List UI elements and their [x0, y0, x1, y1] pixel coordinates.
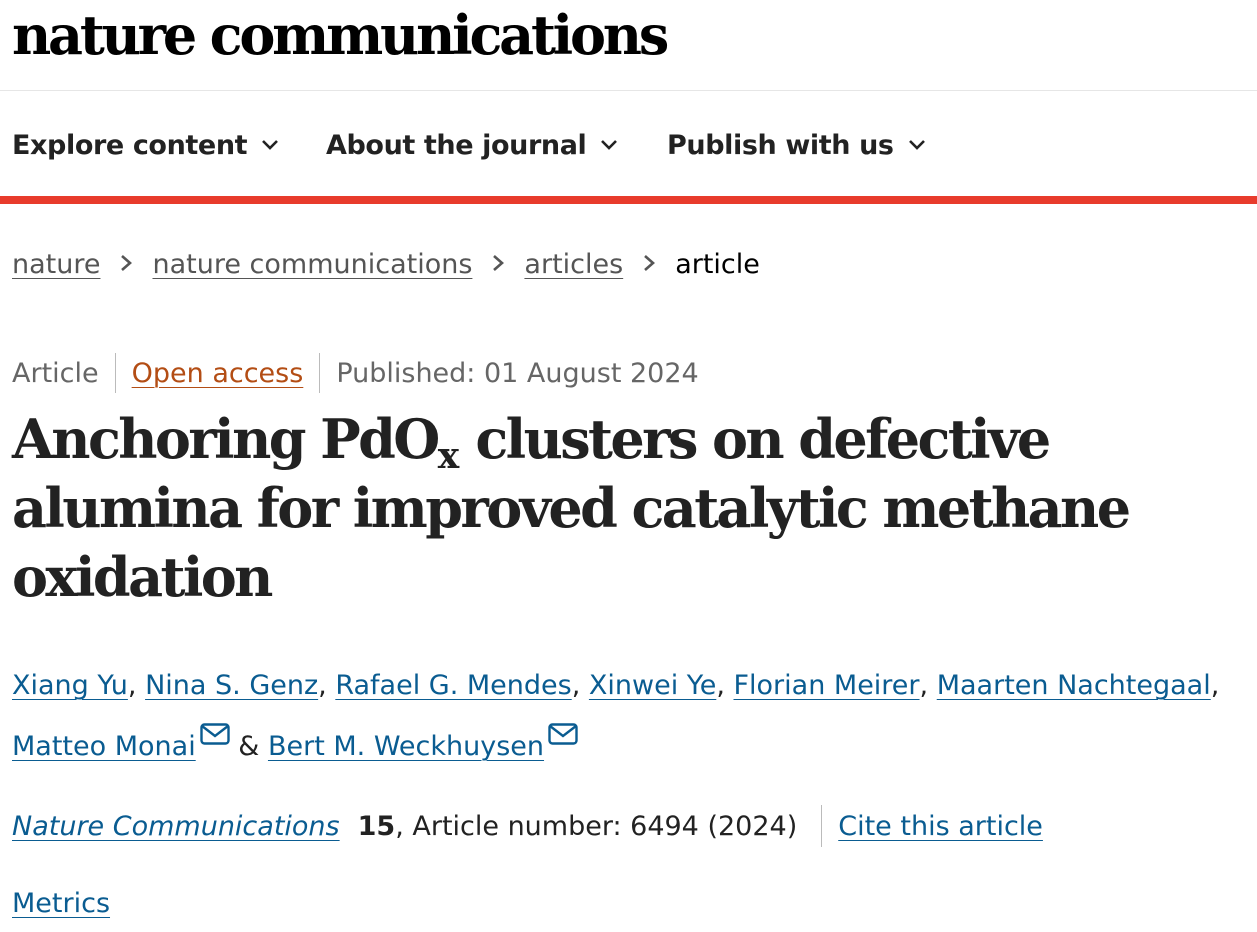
open-access-link[interactable]: Open access [131, 357, 304, 389]
published-date: Published: 01 August 2024 [336, 357, 699, 389]
article-type: Article [12, 357, 99, 389]
volume-number: 15 [357, 810, 396, 842]
meta-divider [114, 353, 116, 393]
chevron-down-icon [601, 140, 618, 150]
meta-divider [319, 353, 321, 393]
citation-divider [821, 805, 823, 847]
author-separator: , [919, 670, 929, 701]
breadcrumb: nature nature communications articles ar… [12, 244, 760, 284]
journal-logo[interactable]: nature communications [12, 3, 669, 67]
nav-explore-content[interactable]: Explore content [12, 125, 279, 165]
author-link[interactable]: Nina S. Genz [145, 670, 319, 701]
breadcrumb-articles[interactable]: articles [524, 248, 624, 280]
nav-label: Publish with us [667, 129, 894, 161]
author-separator: , [318, 670, 327, 701]
author-link[interactable]: Rafael G. Mendes [335, 670, 572, 701]
author-list: Xiang Yu, Nina S. Genz, Rafael G. Mendes… [12, 655, 1232, 777]
author-separator: , [127, 670, 137, 701]
breadcrumb-nature-communications[interactable]: nature communications [152, 248, 473, 280]
author-separator: , [571, 670, 581, 701]
chevron-right-icon [623, 249, 675, 280]
title-part-1: Anchoring PdO [12, 407, 440, 471]
chevron-down-icon [262, 140, 279, 150]
author-separator-and: & [238, 731, 260, 762]
article-number: , Article number: 6494 (2024) [395, 810, 798, 842]
title-subscript: x [437, 435, 460, 477]
citation-line: Nature Communications 15, Article number… [12, 804, 1043, 848]
author-link[interactable]: Matteo Monai [12, 731, 196, 762]
author-link[interactable]: Bert M. Weckhuysen [267, 731, 545, 762]
author-separator: , [716, 670, 725, 701]
metrics-link[interactable]: Metrics [12, 888, 111, 919]
main-nav: Explore content About the journal Publis… [0, 91, 1257, 204]
author-link[interactable]: Florian Meirer [733, 670, 920, 701]
author-link[interactable]: Xinwei Ye [588, 670, 717, 701]
author-link[interactable]: Xiang Yu [12, 670, 128, 701]
nav-publish-with-us[interactable]: Publish with us [667, 125, 926, 165]
chevron-right-icon [100, 249, 152, 280]
nav-label: About the journal [326, 129, 587, 161]
author-separator: , [1210, 670, 1220, 701]
envelope-icon[interactable] [200, 723, 230, 745]
title-part-2: clusters on defective alumina for improv… [12, 407, 1131, 609]
nav-about-the-journal[interactable]: About the journal [326, 125, 618, 165]
author-link[interactable]: Maarten Nachtegaal [936, 670, 1211, 701]
masthead: nature communications [0, 0, 1257, 91]
chevron-right-icon [472, 249, 524, 280]
article-meta: Article Open access Published: 01 August… [12, 352, 699, 394]
article-title: Anchoring PdOx clusters on defective alu… [12, 405, 1212, 612]
journal-link[interactable]: Nature Communications [12, 810, 340, 842]
chevron-down-icon [908, 140, 925, 150]
envelope-icon[interactable] [548, 723, 578, 745]
breadcrumb-nature[interactable]: nature [12, 248, 101, 280]
cite-this-article-link[interactable]: Cite this article [838, 810, 1043, 842]
breadcrumb-current: article [675, 248, 760, 280]
nav-label: Explore content [12, 129, 248, 161]
